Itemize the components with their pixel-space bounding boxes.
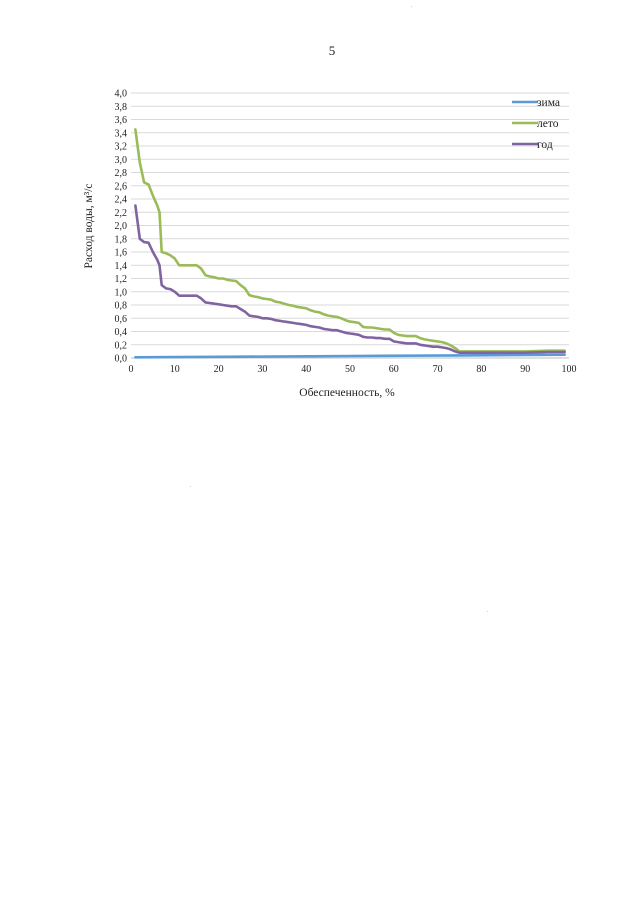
- y-tick-label: 3,4: [115, 128, 128, 139]
- gridlines: [131, 92, 569, 346]
- axes: 0,0 0,2 0,4 0,6 0,8 1,0 1,2 1,4 1,6 1,8 2,0 2,2 2,4 2…: [115, 89, 577, 376]
- y-tick-label: 1,8: [115, 234, 128, 245]
- y-tick-label: 0,4: [115, 327, 128, 338]
- y-tick-label: 2,8: [115, 168, 128, 179]
- y-tick-label: 3,6: [115, 115, 128, 126]
- y-tick-label: 0,6: [115, 314, 128, 325]
- series-line-зима: [134, 353, 566, 359]
- y-tick-label: 2,6: [115, 181, 128, 192]
- x-tick-label: 60: [389, 364, 399, 375]
- x-tick-label: 80: [476, 364, 486, 375]
- y-tick-label: 0,2: [115, 340, 128, 351]
- legend-label-лето: лето: [537, 118, 559, 130]
- y-tick-label: 3,2: [115, 142, 128, 153]
- x-tick-label: 30: [257, 364, 267, 375]
- y-tick-label: 1,4: [115, 261, 128, 272]
- y-tick-label: 0,0: [115, 354, 128, 365]
- series-lines: [134, 128, 566, 359]
- x-tick-label: 90: [520, 364, 530, 375]
- x-tick-label: 0: [129, 364, 134, 375]
- y-tick-label: 1,0: [115, 287, 128, 298]
- x-tick-label: 50: [345, 364, 355, 375]
- scan-speck: [487, 611, 488, 612]
- legend-label-зима: зима: [537, 97, 560, 109]
- y-tick-label: 3,8: [115, 102, 128, 113]
- series-line-лето: [134, 128, 566, 353]
- x-tick-label: 70: [433, 364, 443, 375]
- y-tick-label: 2,2: [115, 208, 128, 219]
- x-tick-label: 10: [170, 364, 180, 375]
- y-axis-title: Расход воды, м³/с: [83, 183, 95, 268]
- y-tick-label: 1,2: [115, 274, 128, 285]
- scan-speck: [190, 486, 191, 487]
- y-tick-label: 2,0: [115, 221, 128, 232]
- y-tick-label: 2,4: [115, 195, 128, 206]
- series-line-год: [134, 204, 566, 354]
- scan-speck: [411, 6, 412, 7]
- y-tick-label: 3,0: [115, 155, 128, 166]
- legend-label-год: год: [537, 139, 553, 151]
- y-tick-label: 4,0: [115, 89, 128, 100]
- x-tick-label: 40: [301, 364, 311, 375]
- x-tick-label: 20: [214, 364, 224, 375]
- legend: зима лето год: [512, 97, 560, 151]
- y-tick-label: 0,8: [115, 301, 128, 312]
- page-number: 5: [328, 43, 336, 58]
- y-tick-label: 1,6: [115, 248, 128, 259]
- x-axis-title: Обеспеченность, %: [299, 387, 395, 399]
- x-tick-label: 100: [562, 364, 577, 375]
